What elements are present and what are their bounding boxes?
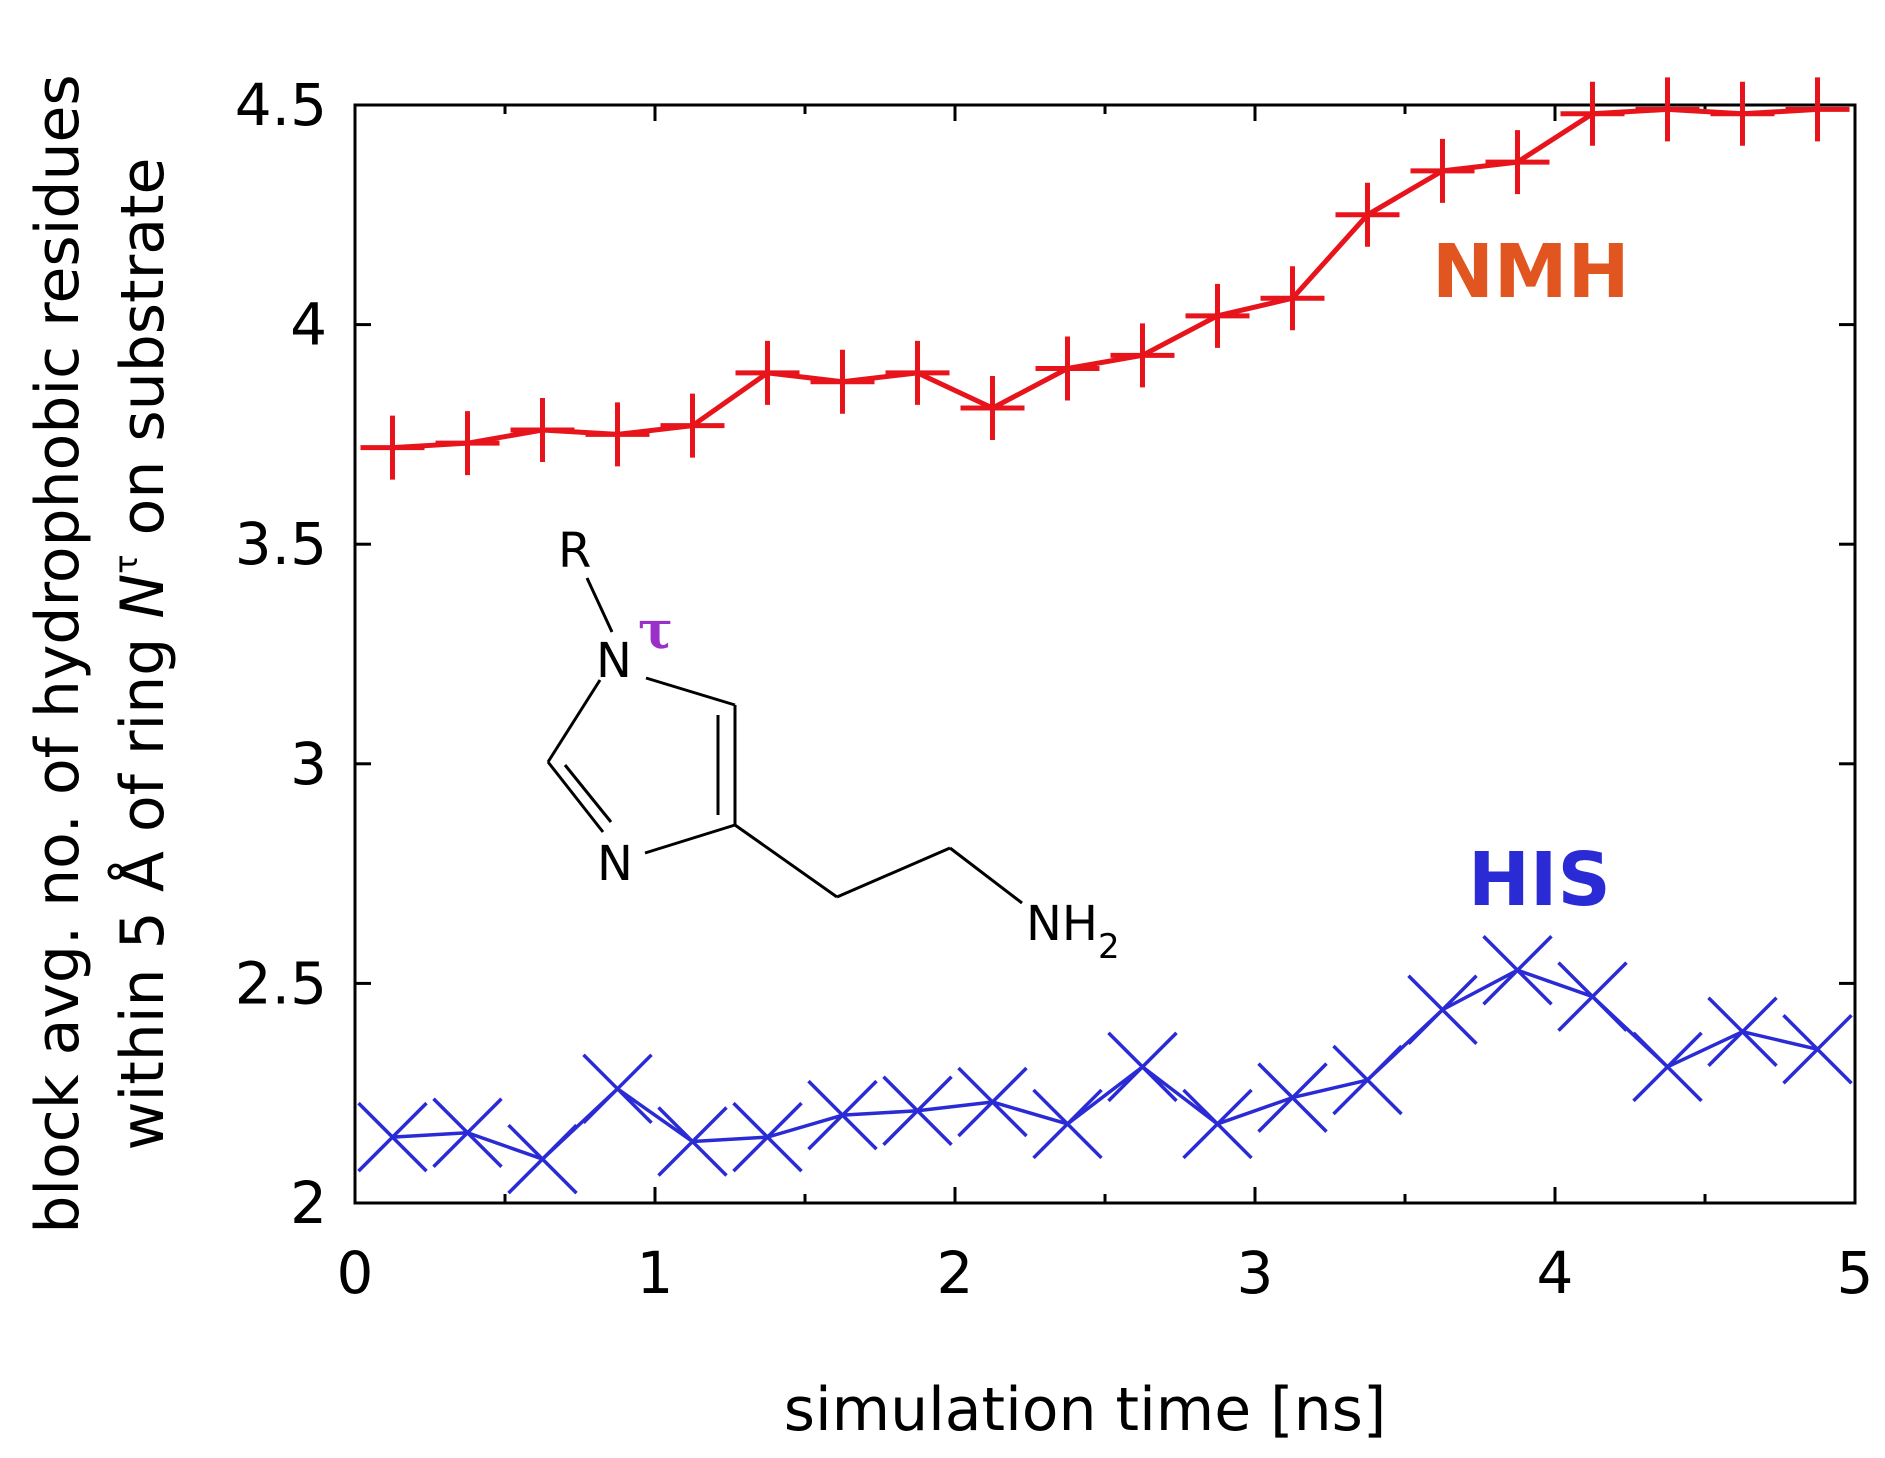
data-point-his bbox=[1482, 934, 1553, 1006]
y-tick-label: 2 bbox=[290, 1169, 327, 1237]
data-point-nmh bbox=[1710, 81, 1775, 146]
data-point-nmh bbox=[1410, 138, 1475, 203]
x-tick-labels: 0 1 2 3 4 5 bbox=[337, 1239, 1874, 1307]
data-point-nmh bbox=[1785, 77, 1850, 142]
data-point-his bbox=[1257, 1062, 1328, 1133]
data-point-nmh bbox=[1560, 81, 1625, 146]
series-line-his bbox=[392, 968, 1818, 1161]
data-point-his bbox=[1332, 1044, 1403, 1116]
atom-nh2: NH2 bbox=[1026, 896, 1120, 967]
bond-c4-ca bbox=[734, 823, 838, 899]
bond-cb-n bbox=[949, 846, 1023, 905]
series-his bbox=[357, 934, 1853, 1195]
data-point-nmh bbox=[735, 340, 800, 405]
series-label-nmh: NMH bbox=[1432, 229, 1630, 315]
y-axis-title-2: within 5 Å of ring Nτ on substrate bbox=[107, 158, 178, 1151]
data-point-his bbox=[807, 1079, 878, 1151]
atom-r: R bbox=[558, 523, 591, 579]
data-point-nmh bbox=[1035, 336, 1100, 401]
data-point-nmh bbox=[660, 393, 725, 458]
data-point-his bbox=[357, 1101, 428, 1173]
bond-c2-n3 bbox=[546, 761, 605, 833]
y-tick-label: 4.5 bbox=[235, 71, 327, 139]
data-point-nmh bbox=[885, 340, 950, 405]
data-point-nmh bbox=[1260, 266, 1325, 331]
x-tick-label: 1 bbox=[637, 1239, 674, 1307]
data-point-nmh bbox=[585, 402, 650, 467]
data-point-nmh bbox=[810, 349, 875, 414]
data-point-his bbox=[507, 1123, 578, 1195]
bond-n1-c2 bbox=[546, 679, 602, 763]
x-tick-label: 2 bbox=[937, 1239, 974, 1307]
y-axis-title: block avg. no. of hydrophobic residues bbox=[23, 74, 93, 1233]
data-point-nmh bbox=[510, 398, 575, 463]
data-point-his bbox=[882, 1075, 953, 1147]
y-tick-label: 3.5 bbox=[235, 510, 327, 578]
data-point-nmh bbox=[360, 415, 425, 480]
data-point-nmh bbox=[435, 411, 500, 476]
x-tick-label: 5 bbox=[1837, 1239, 1874, 1307]
tau-label: τ bbox=[638, 600, 673, 661]
y-tick-label: 4 bbox=[290, 291, 327, 359]
y-tick-labels: 2 2.5 3 3.5 4 4.5 bbox=[235, 71, 327, 1237]
data-point-his bbox=[1032, 1088, 1103, 1160]
data-point-nmh bbox=[1185, 283, 1250, 348]
y-tick-label: 3 bbox=[290, 730, 327, 798]
data-point-his bbox=[1407, 974, 1478, 1045]
data-point-nmh bbox=[1485, 130, 1550, 195]
data-point-his bbox=[1182, 1088, 1253, 1160]
data-point-his bbox=[1707, 996, 1778, 1067]
x-tick-label: 0 bbox=[337, 1239, 374, 1307]
y-axis-title-line2: within 5 Å of ring Nτ on substrate bbox=[107, 158, 178, 1151]
bond-c4-n3 bbox=[644, 823, 736, 855]
plot-frame bbox=[353, 103, 1857, 1205]
data-point-his bbox=[657, 1106, 728, 1177]
x-axis-title: simulation time [ns] bbox=[784, 1375, 1387, 1445]
bond-r-n1 bbox=[585, 577, 614, 633]
data-point-his bbox=[1557, 961, 1628, 1032]
data-point-nmh bbox=[1335, 182, 1400, 247]
data-point-his bbox=[582, 1053, 653, 1125]
series-nmh bbox=[360, 77, 1850, 480]
data-point-his bbox=[432, 1097, 503, 1168]
x-tick-label: 3 bbox=[1237, 1239, 1274, 1307]
histamine-structure: R N τ N NH2 bbox=[546, 523, 1120, 967]
data-point-his bbox=[1107, 1031, 1178, 1103]
series-label-his: HIS bbox=[1468, 837, 1611, 923]
y-tick-label: 2.5 bbox=[235, 949, 327, 1017]
y-axis-title-line1: block avg. no. of hydrophobic residues bbox=[23, 74, 93, 1233]
data-point-his bbox=[1632, 1031, 1703, 1103]
atom-n3: N bbox=[597, 836, 633, 892]
axis-ticks bbox=[353, 103, 1857, 1205]
bond-c2-n3-double bbox=[563, 764, 613, 823]
data-point-his bbox=[1782, 1014, 1853, 1085]
data-point-nmh bbox=[1635, 77, 1700, 142]
x-tick-label: 4 bbox=[1537, 1239, 1574, 1307]
data-point-nmh bbox=[960, 376, 1025, 441]
bond-ca-cb bbox=[836, 846, 951, 899]
data-point-nmh bbox=[1110, 323, 1175, 388]
data-point-his bbox=[957, 1066, 1028, 1138]
data-point-his bbox=[732, 1101, 803, 1173]
atom-n1: N bbox=[596, 633, 632, 689]
bond-n1-c5 bbox=[645, 676, 736, 707]
